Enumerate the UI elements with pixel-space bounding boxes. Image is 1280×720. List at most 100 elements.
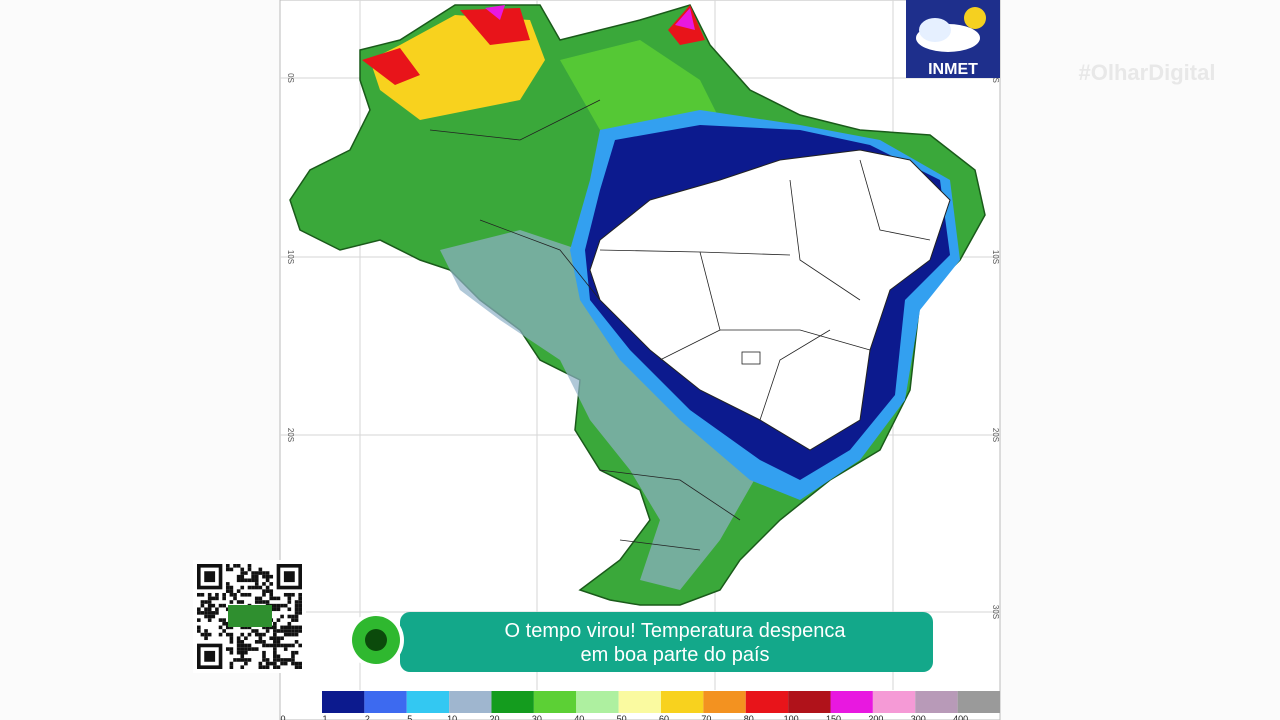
- qr-module: [247, 632, 252, 637]
- qr-module: [229, 636, 234, 641]
- qr-module: [204, 611, 208, 615]
- qr-module: [240, 585, 245, 590]
- legend-label: 1: [322, 714, 327, 720]
- legend-swatch: [703, 691, 746, 713]
- qr-module: [287, 614, 292, 619]
- qr-module: [244, 643, 248, 648]
- legend-label: 70: [701, 714, 711, 720]
- qr-module: [291, 654, 295, 659]
- qr-module: [276, 658, 281, 662]
- qr-module: [258, 661, 263, 666]
- qr-finder: [204, 650, 216, 662]
- qr-module: [280, 625, 284, 630]
- qr-module: [291, 614, 295, 619]
- qr-module: [265, 658, 270, 662]
- qr-module: [200, 600, 205, 604]
- qr-module: [273, 625, 277, 630]
- qr-module: [240, 643, 245, 648]
- qr-module: [247, 564, 252, 568]
- qr-module: [222, 592, 226, 597]
- qr-module: [273, 632, 277, 637]
- legend-swatch: [618, 691, 661, 713]
- qr-module: [254, 647, 259, 651]
- qr-module: [280, 629, 284, 633]
- qr-module: [204, 614, 208, 619]
- qr-module: [222, 603, 226, 608]
- qr-module: [236, 640, 241, 644]
- qr-module: [200, 603, 205, 608]
- qr-module: [273, 665, 277, 669]
- qr-module: [207, 607, 212, 612]
- qr-module: [240, 592, 245, 597]
- legend-swatch: [364, 691, 407, 713]
- qr-module: [218, 603, 223, 608]
- qr-module: [265, 574, 270, 579]
- qr-module: [229, 640, 234, 644]
- qr-module: [298, 661, 302, 666]
- qr-module: [276, 629, 281, 633]
- qr-module: [273, 661, 277, 666]
- qr-module: [280, 658, 284, 662]
- qr-module: [265, 600, 270, 604]
- headline-line: em boa parte do país: [580, 644, 769, 666]
- qr-module: [254, 600, 259, 604]
- logo-text: INMET: [928, 61, 978, 78]
- qr-module: [251, 629, 255, 633]
- headline-line: O tempo virou! Temperatura despenca: [505, 620, 847, 642]
- qr-module: [265, 589, 270, 593]
- qr-module: [204, 632, 208, 637]
- qr-module: [283, 629, 288, 633]
- qr-module: [244, 661, 248, 666]
- qr-module: [298, 596, 302, 601]
- qr-module: [273, 654, 277, 659]
- qr-module: [225, 567, 230, 572]
- qr-module: [287, 629, 292, 633]
- qr-module: [251, 571, 255, 575]
- qr-module: [254, 629, 259, 633]
- qr-module: [291, 643, 295, 648]
- qr-module: [291, 618, 295, 622]
- qr-module: [287, 600, 292, 604]
- qr-module: [298, 629, 302, 633]
- qr-module: [276, 618, 281, 622]
- qr-module: [222, 596, 226, 601]
- qr-module: [218, 618, 223, 622]
- qr-module: [247, 585, 252, 590]
- qr-module: [222, 618, 226, 622]
- color-legend: 0 1 2 5 10 20 30 40 50 60 70 80 100 150 200 300 400: [280, 691, 1000, 720]
- qr-module: [247, 578, 252, 583]
- qr-module: [258, 596, 263, 601]
- qr-module: [240, 654, 245, 659]
- qr-module: [262, 574, 266, 579]
- qr-module: [211, 611, 216, 615]
- qr-module: [225, 621, 230, 626]
- qr-module: [262, 592, 266, 597]
- qr-module: [298, 592, 302, 597]
- qr-module: [240, 571, 245, 575]
- qr-module: [197, 607, 201, 612]
- qr-module: [294, 665, 299, 669]
- qr-module: [207, 600, 212, 604]
- headline-banner: O tempo virou! Temperatura despenca em b…: [348, 612, 933, 672]
- qr-module: [254, 578, 259, 583]
- qr-module: [197, 618, 201, 622]
- qr-module: [247, 658, 252, 662]
- qr-module: [229, 585, 234, 590]
- qr-module: [197, 625, 201, 630]
- qr-module: [294, 618, 299, 622]
- legend-label: 200: [868, 714, 883, 720]
- qr-module: [225, 625, 230, 630]
- legend-label: 80: [744, 714, 754, 720]
- qr-module: [204, 636, 208, 641]
- qr-module: [294, 640, 299, 644]
- qr-module: [294, 603, 299, 608]
- qr-module: [294, 632, 299, 637]
- qr-module: [229, 567, 234, 572]
- qr-module: [229, 650, 234, 655]
- qr-module: [244, 578, 248, 583]
- qr-module: [258, 571, 263, 575]
- qr-module: [294, 600, 299, 604]
- qr-module: [236, 658, 241, 662]
- qr-module: [225, 607, 230, 612]
- legend-label: 400: [953, 714, 968, 720]
